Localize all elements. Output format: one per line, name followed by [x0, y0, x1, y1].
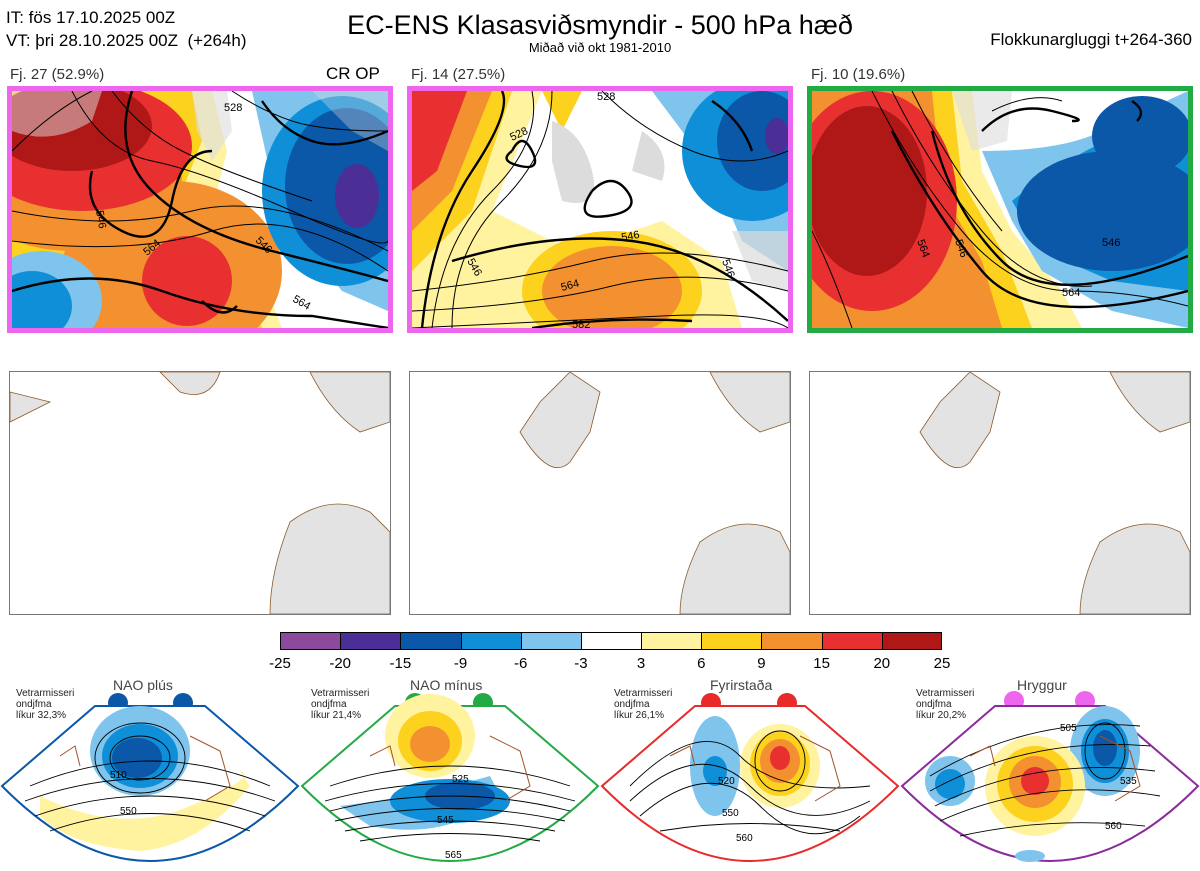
regime-contour-label: 565	[445, 850, 462, 861]
regime-ridge: Vetrarmisseri ondjfma líkur 20,2% Hryggu…	[900, 676, 1200, 871]
colorbar-tick-label: 25	[933, 655, 951, 672]
colorbar-tick-label: -15	[389, 655, 412, 672]
colorbar-segment	[340, 632, 401, 650]
regime-nao-plus: Vetrarmisseri ondjfma líkur 32,3% NAO pl…	[0, 676, 300, 871]
regime-contour-label: 550	[722, 808, 739, 819]
colorbar-segment	[701, 632, 762, 650]
regime-contour-label: 535	[1120, 776, 1137, 787]
colorbar-tick-label: -9	[453, 655, 468, 672]
colorbar-segment	[580, 632, 642, 650]
cluster-2-contour-label: 546	[719, 258, 737, 279]
colorbar-segment	[520, 632, 581, 650]
colorbar-segment	[641, 632, 702, 650]
cluster-2-map: 528 528 546 546 564 582 546	[407, 86, 793, 333]
colorbar-tick-label: -6	[514, 655, 528, 672]
colorbar-tick-label: -25	[269, 655, 291, 672]
regime-name: Fyrirstaða	[710, 677, 773, 693]
regime-contour-label: 550	[120, 806, 137, 817]
colorbar-tick-label: 20	[873, 655, 891, 672]
colorbar-tick-label: 6	[697, 655, 706, 672]
regime-info: Vetrarmisseri ondjfma líkur 32,3%	[16, 688, 75, 721]
colorbar-tick-label: -3	[574, 655, 588, 672]
cluster-2-contour-label: 582	[572, 319, 590, 328]
cluster-3-map: 546 564 546 564	[807, 86, 1193, 333]
cluster-3-contour-label: 564	[1062, 287, 1080, 299]
cluster-2-contour-label: 528	[597, 91, 615, 103]
colorbar-tick-label: 15	[813, 655, 830, 672]
regime-contour-label: 505	[1060, 723, 1077, 734]
cluster-1-contour-label: 528	[224, 102, 242, 114]
empty-map-1	[9, 371, 391, 615]
regime-name: Hryggur	[1017, 677, 1067, 693]
regime-contour-label: 560	[1105, 821, 1122, 832]
regime-name: NAO mínus	[410, 677, 483, 693]
cluster-3-label: Fj. 10 (19.6%)	[811, 66, 906, 83]
page-title: EC-ENS Klasasviðsmyndir - 500 hPa hæð	[347, 10, 853, 40]
cluster-1-label: Fj. 27 (52.9%)	[10, 66, 105, 83]
regime-contour-label: 545	[437, 815, 454, 826]
page-subtitle: Miðað við okt 1981-2010	[528, 40, 672, 55]
colorbar-tick-label: 3	[636, 655, 646, 672]
cluster-3-contour-label: 546	[1102, 237, 1120, 249]
regime-contour-label: 510	[110, 770, 127, 781]
regime-nao-minus: Vetrarmisseri ondjfma líkur 21,4% NAO mí…	[300, 676, 600, 871]
empty-map-3	[809, 371, 1191, 615]
colorbar-segment	[280, 632, 341, 650]
cluster-1-contour-label: 546	[93, 209, 108, 229]
colorbar-segment	[881, 632, 942, 650]
cluster-2-label: Fj. 14 (27.5%)	[411, 66, 506, 83]
initial-time: IT: fös 17.10.2025 00Z	[6, 8, 176, 27]
regime-blocking: Vetrarmisseri ondjfma líkur 26,1% Fyrirs…	[600, 676, 900, 871]
cluster-1-tag: CR OP	[326, 64, 380, 83]
colorbar-segment	[400, 632, 461, 650]
regime-info: Vetrarmisseri ondjfma líkur 21,4%	[311, 688, 370, 721]
cluster-3-contour-label: 564	[914, 238, 932, 259]
regime-info: Vetrarmisseri ondjfma líkur 26,1%	[614, 688, 673, 721]
colorbar-tick-label: -20	[329, 655, 352, 672]
cluster-2-contour-label: 564	[560, 278, 581, 294]
regime-info: Vetrarmisseri ondjfma líkur 20,2%	[916, 688, 975, 721]
regime-contour-label: 520	[718, 776, 735, 787]
cluster-3-contour-label: 546	[952, 238, 970, 259]
valid-time: VT: þri 28.10.2025 00Z (+264h)	[6, 31, 247, 50]
clustering-window: Flokkunargluggi t+264-360	[990, 30, 1192, 49]
colorbar-segment	[761, 632, 822, 650]
colorbar-tick-label: 9	[757, 655, 766, 672]
cluster-1-map: 564 546 528 546 564	[7, 86, 393, 333]
regime-contour-label: 525	[452, 774, 469, 785]
run-info: IT: fös 17.10.2025 00Z VT: þri 28.10.2025…	[6, 6, 247, 52]
empty-map-2	[409, 371, 791, 615]
regime-name: NAO plús	[113, 677, 173, 693]
regime-contour-label: 560	[736, 833, 753, 844]
cluster-2-contour-label: 546	[620, 229, 640, 244]
colorbar-segment	[821, 632, 882, 650]
colorbar-segment	[460, 632, 521, 650]
